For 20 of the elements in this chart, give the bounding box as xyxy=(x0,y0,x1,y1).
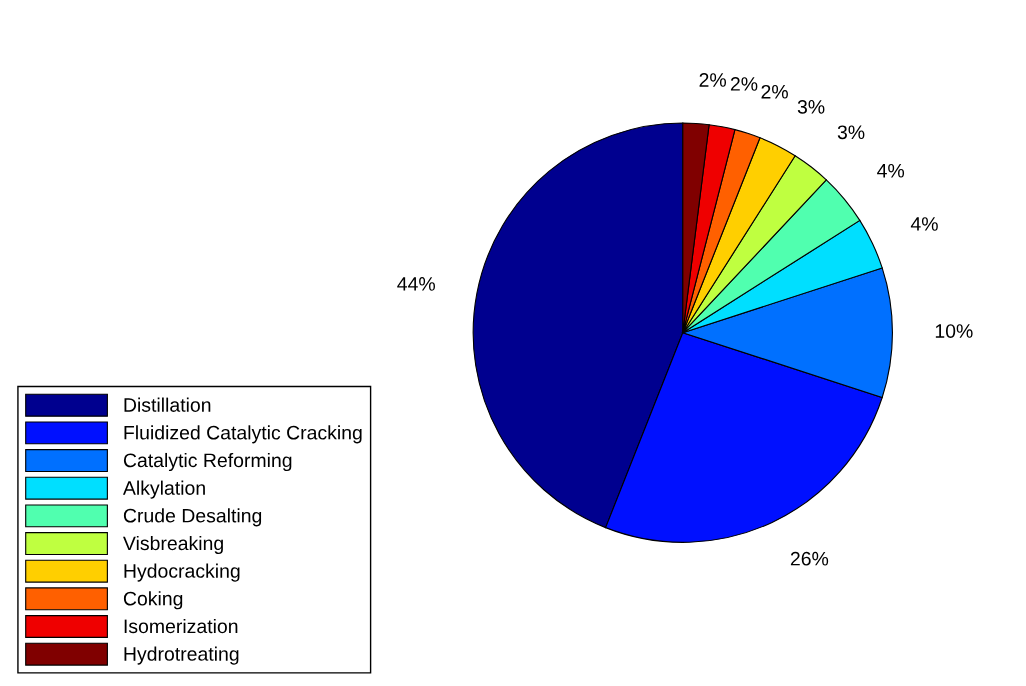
legend-label: Hydrotreating xyxy=(124,646,239,665)
data-label: 2% xyxy=(699,73,727,87)
legend-label: Crude Desalting xyxy=(123,508,262,527)
legend-label: Fluidized Catalytic Cracking xyxy=(124,425,362,444)
legend-label: Coking xyxy=(123,591,183,610)
data-label: 2% xyxy=(761,84,788,99)
legend-label: Catalytic Reforming xyxy=(123,452,292,472)
legend-label: Distillation xyxy=(124,397,211,412)
legend-label: Hydocracking xyxy=(124,563,240,582)
legend-label: Visbreaking xyxy=(123,535,223,555)
data-label: 4% xyxy=(910,217,938,231)
legend-label: Isomerization xyxy=(124,618,238,634)
data-label: 44% xyxy=(397,277,435,291)
legend-label: Alkylation xyxy=(122,480,205,499)
data-label: 2% xyxy=(730,77,758,91)
data-label: 3% xyxy=(837,125,865,140)
data-label: 26% xyxy=(790,551,829,566)
data-label: 4% xyxy=(877,163,905,178)
data-label: 3% xyxy=(797,100,825,114)
data-label: 10% xyxy=(935,324,973,338)
